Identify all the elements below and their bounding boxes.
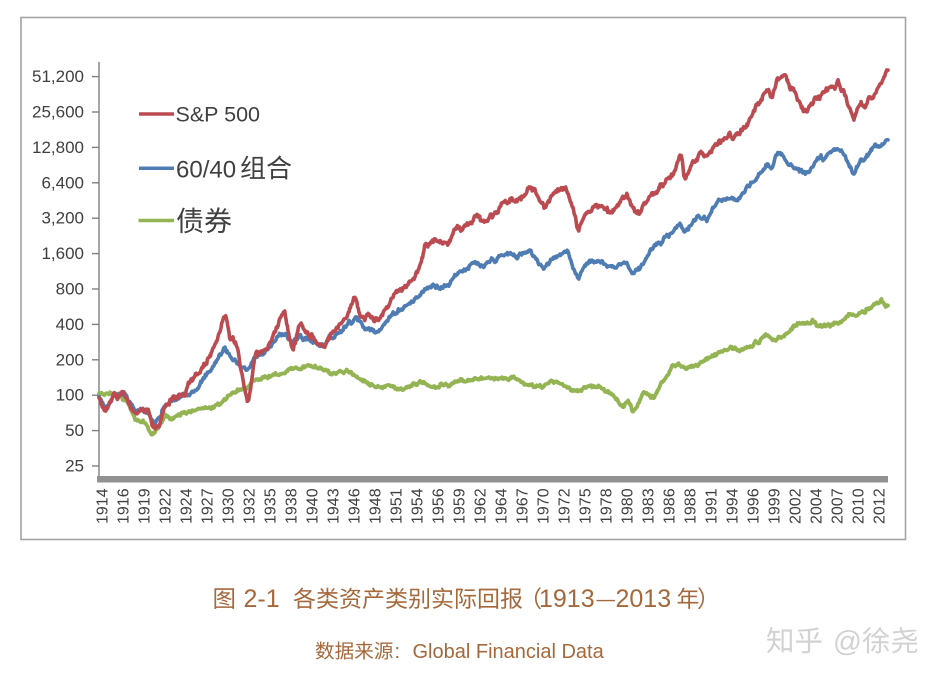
svg-text:Global Financial Data: Global Financial Data	[413, 641, 605, 663]
svg-text:1959: 1959	[452, 488, 469, 524]
svg-text:3,200: 3,200	[41, 209, 84, 228]
svg-text:1916: 1916	[116, 488, 133, 524]
svg-text:1986: 1986	[662, 488, 679, 524]
svg-text:25,600: 25,600	[32, 103, 84, 122]
svg-text:1996: 1996	[746, 488, 763, 524]
svg-text::: :	[395, 641, 401, 663]
svg-text:1954: 1954	[410, 488, 427, 524]
svg-text:2010: 2010	[851, 488, 868, 524]
svg-text:1975: 1975	[578, 488, 595, 524]
svg-text:2002: 2002	[788, 488, 805, 524]
svg-text:1930: 1930	[221, 488, 238, 524]
svg-text:400: 400	[56, 315, 84, 334]
svg-text:1980: 1980	[620, 488, 637, 524]
svg-text:1,600: 1,600	[41, 244, 84, 263]
svg-text:1943: 1943	[326, 488, 343, 524]
svg-text:25: 25	[65, 457, 84, 476]
svg-text:1927: 1927	[200, 488, 217, 524]
svg-text:1999: 1999	[767, 488, 784, 524]
svg-text:1964: 1964	[494, 488, 511, 524]
svg-text:60/40: 60/40	[176, 156, 236, 183]
svg-text:1994: 1994	[725, 488, 742, 524]
svg-text:100: 100	[56, 386, 84, 405]
svg-text:1951: 1951	[389, 488, 406, 524]
svg-text:6,400: 6,400	[41, 173, 84, 192]
svg-text:12,800: 12,800	[32, 138, 84, 157]
svg-text:800: 800	[56, 280, 84, 299]
svg-text:@: @	[833, 626, 862, 658]
svg-text:1967: 1967	[515, 488, 532, 524]
svg-text:51,200: 51,200	[32, 67, 84, 86]
svg-text:1922: 1922	[158, 488, 175, 524]
svg-text:2013: 2013	[616, 585, 672, 613]
svg-text:1972: 1972	[557, 488, 574, 524]
svg-text:1983: 1983	[641, 488, 658, 524]
svg-text:1938: 1938	[284, 488, 301, 524]
svg-text:S&P 500: S&P 500	[176, 102, 261, 126]
svg-text:2-1: 2-1	[244, 585, 280, 613]
svg-text:1913: 1913	[539, 585, 595, 613]
svg-text:1988: 1988	[683, 488, 700, 524]
svg-text:1946: 1946	[347, 488, 364, 524]
svg-text:1956: 1956	[431, 488, 448, 524]
svg-text:1978: 1978	[599, 488, 616, 524]
svg-text:1940: 1940	[305, 488, 322, 524]
svg-text:1919: 1919	[137, 488, 154, 524]
svg-text:1948: 1948	[368, 488, 385, 524]
svg-text:2007: 2007	[830, 488, 847, 524]
svg-text:1991: 1991	[704, 488, 721, 524]
svg-text:2012: 2012	[872, 488, 889, 524]
svg-text:1962: 1962	[473, 488, 490, 524]
svg-text:1970: 1970	[536, 488, 553, 524]
svg-text:1914: 1914	[95, 488, 112, 524]
svg-text:50: 50	[65, 421, 84, 440]
svg-text:1932: 1932	[242, 488, 259, 524]
svg-text:200: 200	[56, 350, 84, 369]
svg-text:1924: 1924	[179, 488, 196, 524]
svg-text:1935: 1935	[263, 488, 280, 524]
svg-text:2004: 2004	[809, 488, 826, 524]
